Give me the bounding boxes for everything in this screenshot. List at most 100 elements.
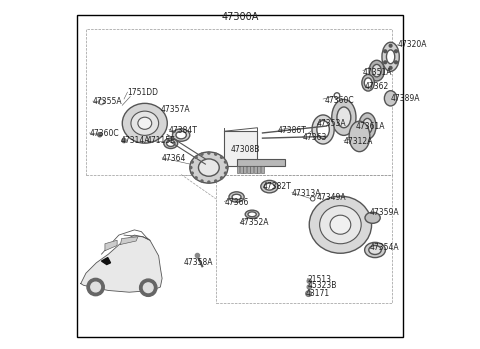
Text: 47115E: 47115E [146, 136, 175, 145]
Bar [257, 166, 260, 173]
Circle shape [190, 166, 192, 169]
Circle shape [140, 279, 157, 296]
Circle shape [215, 153, 217, 155]
Ellipse shape [362, 118, 372, 134]
Text: 47308B: 47308B [230, 145, 260, 154]
Text: 1751DD: 1751DD [128, 88, 158, 97]
Circle shape [389, 44, 392, 47]
Bar [251, 166, 253, 173]
Text: 47352A: 47352A [240, 218, 269, 228]
Ellipse shape [349, 121, 370, 152]
Circle shape [220, 177, 223, 179]
Text: 47382T: 47382T [263, 182, 291, 191]
Text: 21513: 21513 [308, 275, 332, 283]
Circle shape [311, 196, 315, 201]
Circle shape [336, 94, 338, 97]
Ellipse shape [229, 192, 244, 202]
Polygon shape [81, 235, 162, 292]
Text: 47320A: 47320A [397, 40, 427, 49]
Ellipse shape [312, 115, 334, 144]
Circle shape [195, 177, 197, 179]
Bar [243, 166, 246, 173]
Text: 47353A: 47353A [316, 119, 346, 128]
Circle shape [144, 283, 153, 292]
Text: 47314A: 47314A [120, 136, 150, 145]
Text: 47361A: 47361A [356, 122, 385, 131]
Ellipse shape [365, 242, 385, 258]
Circle shape [87, 279, 104, 296]
Ellipse shape [359, 113, 376, 139]
Circle shape [225, 161, 227, 163]
Circle shape [208, 152, 210, 154]
Ellipse shape [167, 140, 175, 147]
Bar [261, 166, 264, 173]
Ellipse shape [172, 129, 190, 141]
Circle shape [100, 101, 103, 103]
Ellipse shape [317, 120, 329, 139]
Circle shape [195, 156, 197, 158]
Text: 45323B: 45323B [308, 282, 337, 290]
Ellipse shape [245, 210, 259, 218]
Ellipse shape [261, 180, 278, 193]
Text: 47386T: 47386T [278, 126, 307, 135]
Circle shape [384, 61, 386, 64]
Circle shape [395, 61, 397, 64]
Text: 47312A: 47312A [344, 137, 373, 146]
Ellipse shape [362, 74, 374, 91]
Ellipse shape [138, 117, 152, 129]
Circle shape [201, 153, 203, 155]
Circle shape [191, 161, 193, 163]
Polygon shape [120, 237, 138, 244]
Text: 47358A: 47358A [184, 258, 213, 267]
Circle shape [201, 180, 203, 182]
Ellipse shape [332, 99, 356, 135]
Circle shape [91, 282, 100, 292]
Text: 47313A: 47313A [292, 189, 322, 198]
Text: 47359A: 47359A [370, 208, 399, 217]
Ellipse shape [164, 138, 178, 149]
Ellipse shape [131, 111, 158, 135]
Text: 47360C: 47360C [325, 96, 354, 105]
Circle shape [99, 99, 104, 105]
Ellipse shape [382, 42, 399, 71]
Text: 47363: 47363 [302, 133, 327, 142]
Circle shape [226, 166, 228, 169]
Ellipse shape [369, 245, 381, 254]
Circle shape [389, 66, 392, 69]
Text: 47389A: 47389A [391, 94, 420, 103]
Circle shape [195, 253, 200, 258]
Text: 43171: 43171 [306, 289, 330, 298]
Ellipse shape [364, 78, 372, 88]
Text: 47384T: 47384T [169, 126, 198, 135]
Text: 47362: 47362 [365, 82, 389, 91]
Bar [225, 131, 257, 166]
Ellipse shape [365, 212, 380, 223]
Circle shape [98, 133, 102, 137]
Bar [237, 166, 240, 173]
Ellipse shape [384, 91, 397, 106]
Text: 47360C: 47360C [89, 129, 119, 138]
Bar [237, 159, 285, 166]
Text: 47354A: 47354A [370, 243, 399, 252]
Circle shape [395, 50, 397, 53]
Ellipse shape [330, 215, 351, 234]
Circle shape [384, 50, 386, 53]
Circle shape [122, 139, 126, 143]
Ellipse shape [232, 194, 241, 200]
Circle shape [334, 93, 340, 98]
Ellipse shape [248, 212, 256, 217]
Text: 47366: 47366 [225, 198, 249, 207]
Bar [240, 166, 243, 173]
Ellipse shape [369, 60, 384, 81]
Circle shape [307, 285, 312, 289]
Ellipse shape [386, 50, 395, 64]
Bar [254, 166, 257, 173]
Ellipse shape [122, 103, 168, 143]
Text: 47349A: 47349A [316, 193, 346, 201]
Circle shape [191, 172, 193, 174]
Ellipse shape [320, 206, 361, 244]
Circle shape [225, 172, 227, 174]
Ellipse shape [264, 183, 275, 190]
Text: 47351A: 47351A [363, 68, 393, 77]
Circle shape [312, 198, 314, 200]
